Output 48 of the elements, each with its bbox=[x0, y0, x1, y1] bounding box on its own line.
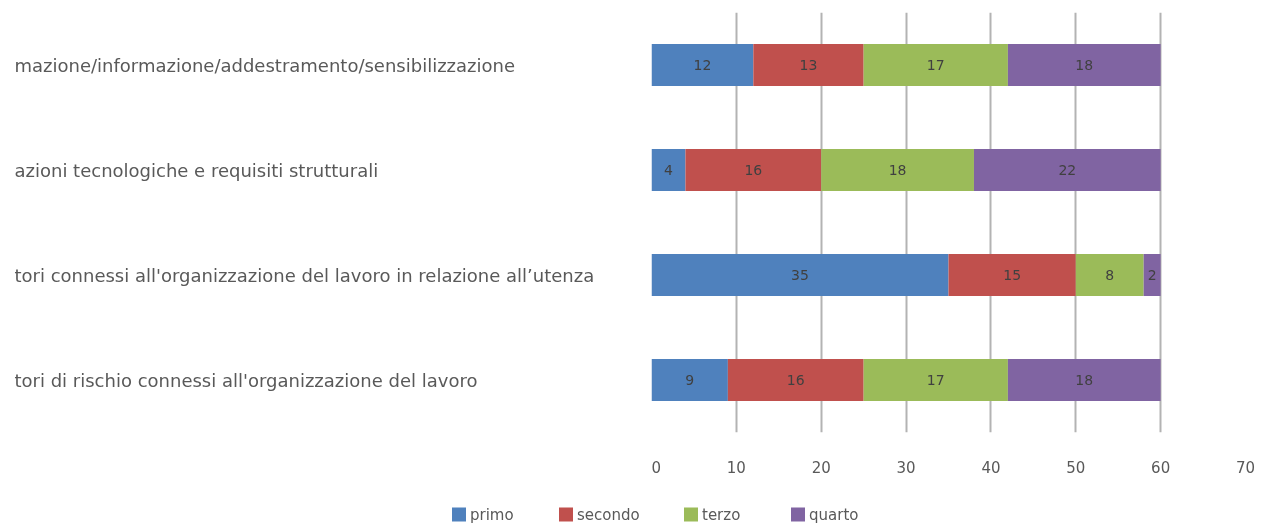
bar bbox=[753, 44, 864, 86]
x-tick-label: 30 bbox=[896, 458, 916, 477]
data-label: 18 bbox=[1075, 57, 1094, 73]
bar bbox=[651, 254, 949, 296]
y-tick-label: mazione/informazione/addestramento/sensibilizzazione bbox=[14, 54, 516, 76]
data-label: 15 bbox=[1003, 267, 1022, 283]
y-tick-label: tori di rischio connessi all'organizzazione del lavoro bbox=[14, 369, 478, 391]
bar bbox=[948, 254, 1076, 296]
bar bbox=[863, 44, 1008, 86]
data-label: 9 bbox=[685, 372, 695, 388]
bar bbox=[651, 149, 686, 191]
x-tick-label: 10 bbox=[726, 458, 746, 477]
data-label: 35 bbox=[791, 267, 809, 283]
bar bbox=[685, 149, 822, 191]
bar bbox=[821, 149, 974, 191]
x-tick-label: 60 bbox=[1151, 458, 1171, 477]
y-tick-label: azioni tecnologiche e requisiti strutturali bbox=[14, 159, 379, 181]
legend-label: secondo bbox=[577, 505, 640, 524]
data-label: 16 bbox=[786, 372, 805, 388]
data-label: 17 bbox=[926, 57, 945, 73]
legend-label: primo bbox=[470, 505, 514, 524]
bar bbox=[1143, 254, 1161, 296]
data-label: 18 bbox=[1075, 372, 1094, 388]
data-label: 12 bbox=[693, 57, 712, 73]
x-tick-label: 40 bbox=[981, 458, 1001, 477]
bar bbox=[1007, 359, 1161, 401]
bar bbox=[651, 44, 754, 86]
y-tick-label: tori connessi all'organizzazione del lavoro in relazione all’utenza bbox=[14, 264, 595, 286]
bar bbox=[1075, 254, 1144, 296]
data-label: 8 bbox=[1105, 267, 1115, 283]
data-label: 4 bbox=[664, 162, 674, 178]
bar bbox=[863, 359, 1008, 401]
data-label: 16 bbox=[744, 162, 763, 178]
x-tick-label: 0 bbox=[651, 458, 662, 477]
bar bbox=[651, 359, 728, 401]
x-tick-label: 20 bbox=[811, 458, 831, 477]
bar bbox=[973, 149, 1161, 191]
x-tick-label: 50 bbox=[1066, 458, 1086, 477]
data-label: 22 bbox=[1058, 162, 1077, 178]
data-label: 2 bbox=[1147, 267, 1157, 283]
bar bbox=[727, 359, 864, 401]
data-label: 17 bbox=[926, 372, 945, 388]
bar bbox=[1007, 44, 1161, 86]
data-label: 18 bbox=[888, 162, 907, 178]
x-tick-label: 70 bbox=[1235, 458, 1256, 477]
legend-label: quarto bbox=[809, 505, 859, 524]
legend-label: terzo bbox=[702, 505, 741, 524]
data-label: 13 bbox=[799, 57, 818, 73]
